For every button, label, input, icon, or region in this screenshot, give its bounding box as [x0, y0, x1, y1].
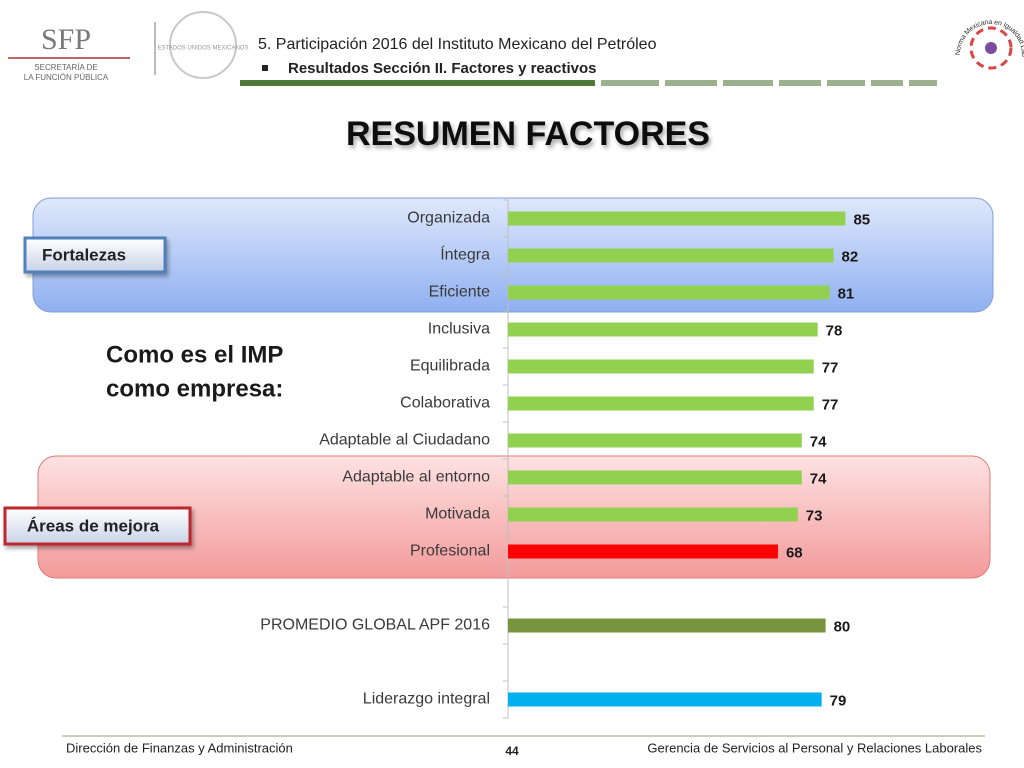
bar: [508, 248, 834, 263]
seal: [169, 11, 237, 79]
data-label: 80: [834, 618, 851, 635]
category-label: Eficiente: [429, 284, 490, 301]
bar: [508, 285, 830, 300]
bar: [508, 359, 814, 374]
category-label: PROMEDIO GLOBAL APF 2016: [260, 617, 490, 634]
section-title: 5. Participación 2016 del Instituto Mexi…: [258, 36, 657, 53]
bar: [508, 470, 802, 485]
data-label: 74: [810, 470, 827, 487]
strengths-label: Fortalezas: [42, 245, 126, 264]
bar: [508, 396, 814, 411]
logo-line: LA FUNCIÓN PÚBLICA: [24, 73, 109, 82]
footer-left: Dirección de Finanzas y Administración: [66, 740, 293, 755]
category-label: Colaborativa: [400, 395, 490, 412]
category-label: Adaptable al entorno: [342, 469, 490, 486]
logo-line: SECRETARÍA DE: [34, 63, 97, 72]
category-label: Liderazgo integral: [363, 691, 490, 708]
seal-text: ESTADOS UNIDOS MEXICANOS: [158, 46, 249, 52]
strengths-label-box: [23, 236, 167, 274]
improvement-label: Áreas de mejora: [27, 516, 160, 535]
data-label: 73: [806, 507, 823, 524]
data-label: 68: [786, 544, 803, 561]
category-label: Íntegra: [440, 245, 490, 264]
category-label: Adaptable al Ciudadano: [319, 432, 490, 449]
category-label: Organizada: [407, 210, 490, 227]
header-bar: [240, 80, 595, 86]
page-number: 44: [505, 744, 519, 758]
data-label: 77: [822, 396, 839, 413]
bar: [508, 211, 846, 226]
chart-title: RESUMEN FACTORES: [346, 115, 710, 153]
bar: [508, 433, 802, 448]
data-label: 74: [810, 433, 827, 450]
question-line: como empresa:: [106, 375, 283, 402]
question-line: Como es el IMP: [106, 341, 283, 368]
bullet: [262, 65, 268, 71]
data-label: 82: [842, 248, 859, 265]
plot: Organizada 85 Íntegra 82 Eficiente 81 Inclusiv…: [260, 199, 870, 719]
data-label: 77: [822, 359, 839, 376]
category-label: Motivada: [425, 506, 490, 523]
category-label: Inclusiva: [428, 321, 490, 338]
data-label: 81: [838, 285, 855, 302]
footer-right: Gerencia de Servicios al Personal y Rela…: [647, 740, 982, 755]
subsection-title: Resultados Sección II. Factores y reacti…: [288, 60, 596, 77]
category-label: Profesional: [410, 543, 490, 560]
improvement-label-box: [3, 506, 192, 546]
data-label: 78: [826, 322, 843, 339]
bar: [508, 692, 822, 707]
bar: [508, 507, 798, 522]
data-label: 79: [830, 692, 847, 709]
bar: [508, 544, 778, 559]
header-stripes: [601, 80, 937, 86]
bar: [508, 618, 826, 633]
category-label: Equilibrada: [410, 358, 490, 375]
badge: Norma Mexicana en Igualdad Laboral y No …: [0, 0, 1024, 70]
logo-text: SFP: [41, 23, 91, 56]
data-label: 85: [853, 211, 870, 228]
bar: [508, 322, 818, 337]
